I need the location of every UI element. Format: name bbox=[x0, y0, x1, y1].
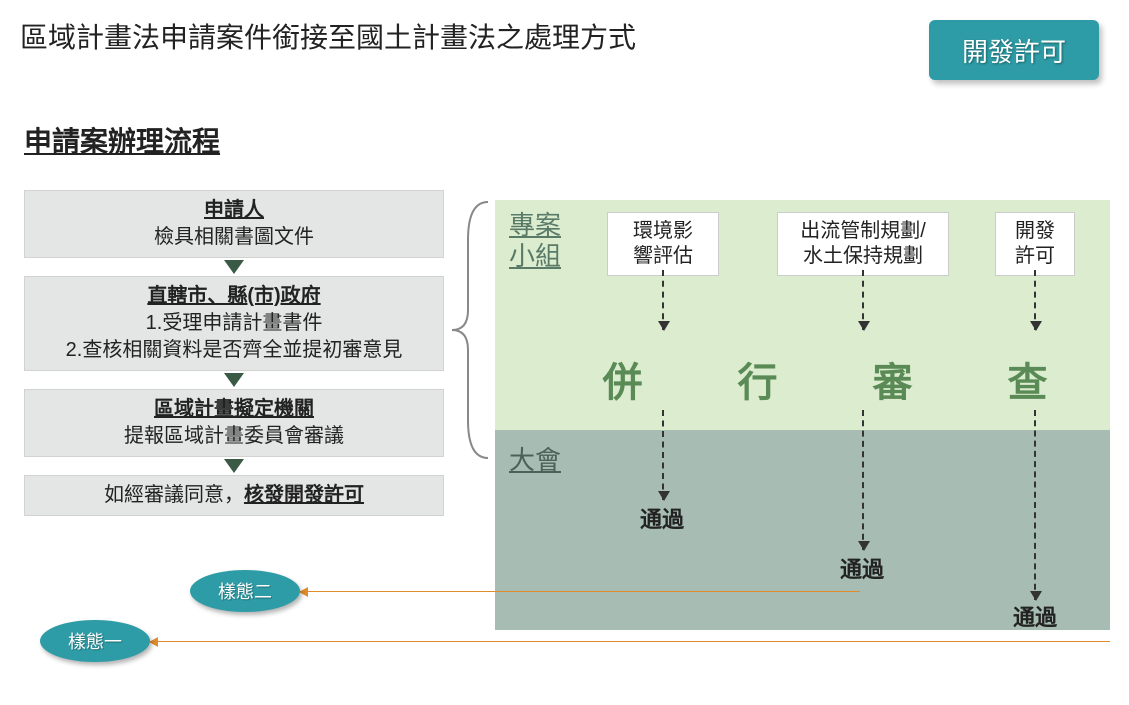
flow-box-2-title: 直轄市、縣(市)政府 bbox=[33, 283, 435, 310]
right-panel: 專案 小組 大會 環境影 響評估 出流管制規劃/ 水土保持規劃 開發 許可 併 … bbox=[495, 200, 1110, 630]
dashed-arrow-3a bbox=[1034, 270, 1036, 330]
pattern-badge-1: 樣態一 bbox=[40, 620, 150, 662]
flow-box-2-sub: 1.受理申請計畫書件 2.查核相關資料是否齊全並提初審意見 bbox=[33, 310, 435, 364]
dashed-arrow-1b bbox=[662, 410, 664, 500]
flow-box-3-title: 區域計畫擬定機關 bbox=[33, 396, 435, 423]
flow-box-1-sub: 檢具相關書圖文件 bbox=[33, 224, 435, 251]
panel-label-top: 專案 小組 bbox=[509, 210, 561, 272]
pass-label-2: 通過 bbox=[840, 552, 884, 584]
parallel-char-4: 查 bbox=[1008, 350, 1048, 408]
parallel-char-3: 審 bbox=[873, 350, 913, 408]
permit-badge: 開發許可 bbox=[929, 20, 1099, 80]
track-flow-soil: 出流管制規劃/ 水土保持規劃 bbox=[777, 212, 949, 276]
flow-subtitle: 申請案辦理流程 bbox=[24, 120, 220, 160]
flow-box-1: 申請人 檢具相關書圖文件 bbox=[24, 190, 444, 258]
flow-box-3-sub: 提報區域計畫委員會審議 bbox=[33, 423, 435, 450]
flow-box-1-title: 申請人 bbox=[33, 197, 435, 224]
connector-line-pattern2 bbox=[300, 591, 860, 592]
flow-arrow-2 bbox=[224, 373, 244, 387]
dashed-arrow-3b bbox=[1034, 410, 1036, 600]
flow-box-4-underline: 核發開發許可 bbox=[244, 484, 364, 506]
flow-box-4: 如經審議同意，核發開發許可 bbox=[24, 475, 444, 516]
flow-box-3: 區域計畫擬定機關 提報區域計畫委員會審議 bbox=[24, 389, 444, 457]
parallel-char-1: 併 bbox=[603, 350, 643, 408]
pattern-badge-2: 樣態二 bbox=[190, 570, 300, 612]
dashed-arrow-2a bbox=[862, 270, 864, 330]
flow-arrow-1 bbox=[224, 260, 244, 274]
pass-label-3: 通過 bbox=[1013, 600, 1057, 632]
parallel-char-2: 行 bbox=[738, 350, 778, 408]
track-env-impact: 環境影 響評估 bbox=[607, 212, 719, 276]
dashed-arrow-1a bbox=[662, 270, 664, 330]
flowchart: 申請人 檢具相關書圖文件 直轄市、縣(市)政府 1.受理申請計畫書件 2.查核相… bbox=[24, 190, 444, 516]
flow-box-4-prefix: 如經審議同意， bbox=[104, 484, 244, 506]
connector-line-pattern1 bbox=[150, 641, 1110, 642]
panel-label-bottom: 大會 bbox=[509, 440, 561, 477]
flow-arrow-3 bbox=[224, 459, 244, 473]
flow-box-2: 直轄市、縣(市)政府 1.受理申請計畫書件 2.查核相關資料是否齊全並提初審意見 bbox=[24, 276, 444, 371]
dashed-arrow-2b bbox=[862, 410, 864, 550]
pass-label-1: 通過 bbox=[640, 502, 684, 534]
track-dev-permit: 開發 許可 bbox=[995, 212, 1075, 276]
bracket-icon bbox=[450, 200, 490, 460]
parallel-review-label: 併 行 審 查 bbox=[555, 350, 1095, 408]
page-title: 區域計畫法申請案件銜接至國土計畫法之處理方式 bbox=[20, 16, 636, 56]
